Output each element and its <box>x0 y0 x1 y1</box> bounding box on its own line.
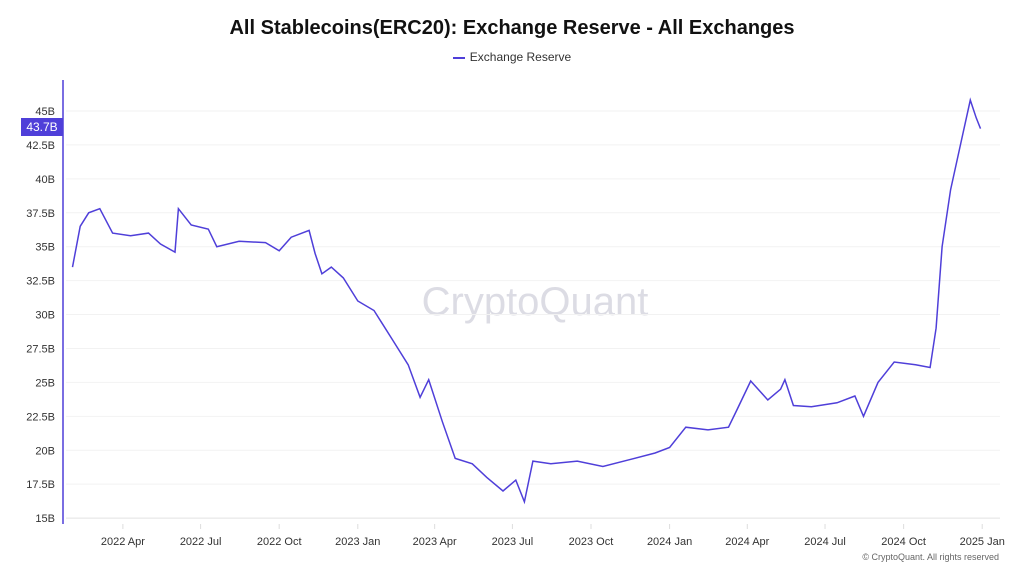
y-tick-label: 27.5B <box>26 343 55 355</box>
x-tick-label: 2022 Apr <box>101 536 145 548</box>
chart-title: All Stablecoins(ERC20): Exchange Reserve… <box>229 17 795 39</box>
y-tick-label: 20B <box>35 445 55 457</box>
y-tick-label: 25B <box>35 377 55 389</box>
legend-swatch <box>452 56 465 59</box>
series-line-exchange-reserve <box>71 97 982 505</box>
x-tick-label: 2023 Apr <box>413 536 457 548</box>
watermark: CryptoQuant <box>422 280 649 324</box>
x-tick-label: 2023 Jan <box>335 536 380 548</box>
x-tick-label: 2022 Oct <box>257 536 302 548</box>
x-tick-label: 2024 Oct <box>881 536 926 548</box>
x-tick-label: 2025 Jan <box>960 536 1005 548</box>
y-tick-label: 35B <box>35 242 55 254</box>
y-tick-label: 17.5B <box>26 479 55 491</box>
y-tick-label: 42.5B <box>26 140 55 152</box>
y-tick-label: 40B <box>35 174 55 186</box>
legend[interactable]: Exchange Reserve <box>0 50 1024 64</box>
y-tick-label: 30B <box>35 310 55 322</box>
x-tick-label: 2023 Oct <box>569 536 614 548</box>
legend-label: Exchange Reserve <box>469 50 572 64</box>
x-tick-label: 2024 Jul <box>804 536 846 548</box>
x-tick-label: 2022 Jul <box>180 536 222 548</box>
y-tick-label: 45B <box>35 106 55 118</box>
x-tick-label: 2023 Jul <box>492 536 534 548</box>
y-tick-label: 22.5B <box>26 411 55 423</box>
current-value-label: 43.7B <box>26 120 57 134</box>
x-tick-label: 2024 Apr <box>725 536 769 548</box>
copyright: © CryptoQuant. All rights reserved <box>862 552 999 562</box>
y-tick-label: 15B <box>35 513 55 525</box>
x-tick-label: 2024 Jan <box>647 536 692 548</box>
y-tick-label: 37.5B <box>26 208 55 220</box>
current-value-badge <box>21 118 63 136</box>
y-tick-label: 32.5B <box>26 276 55 288</box>
